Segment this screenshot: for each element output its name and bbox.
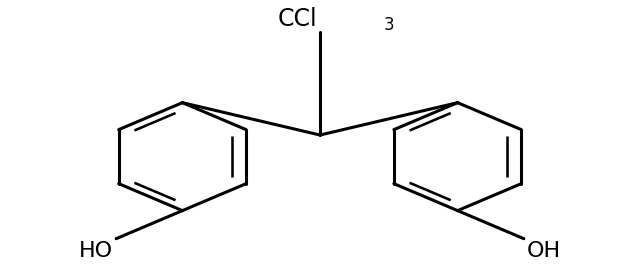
Text: CCl: CCl (277, 7, 317, 31)
Text: HO: HO (79, 241, 113, 261)
Text: OH: OH (527, 241, 561, 261)
Text: 3: 3 (384, 16, 395, 34)
